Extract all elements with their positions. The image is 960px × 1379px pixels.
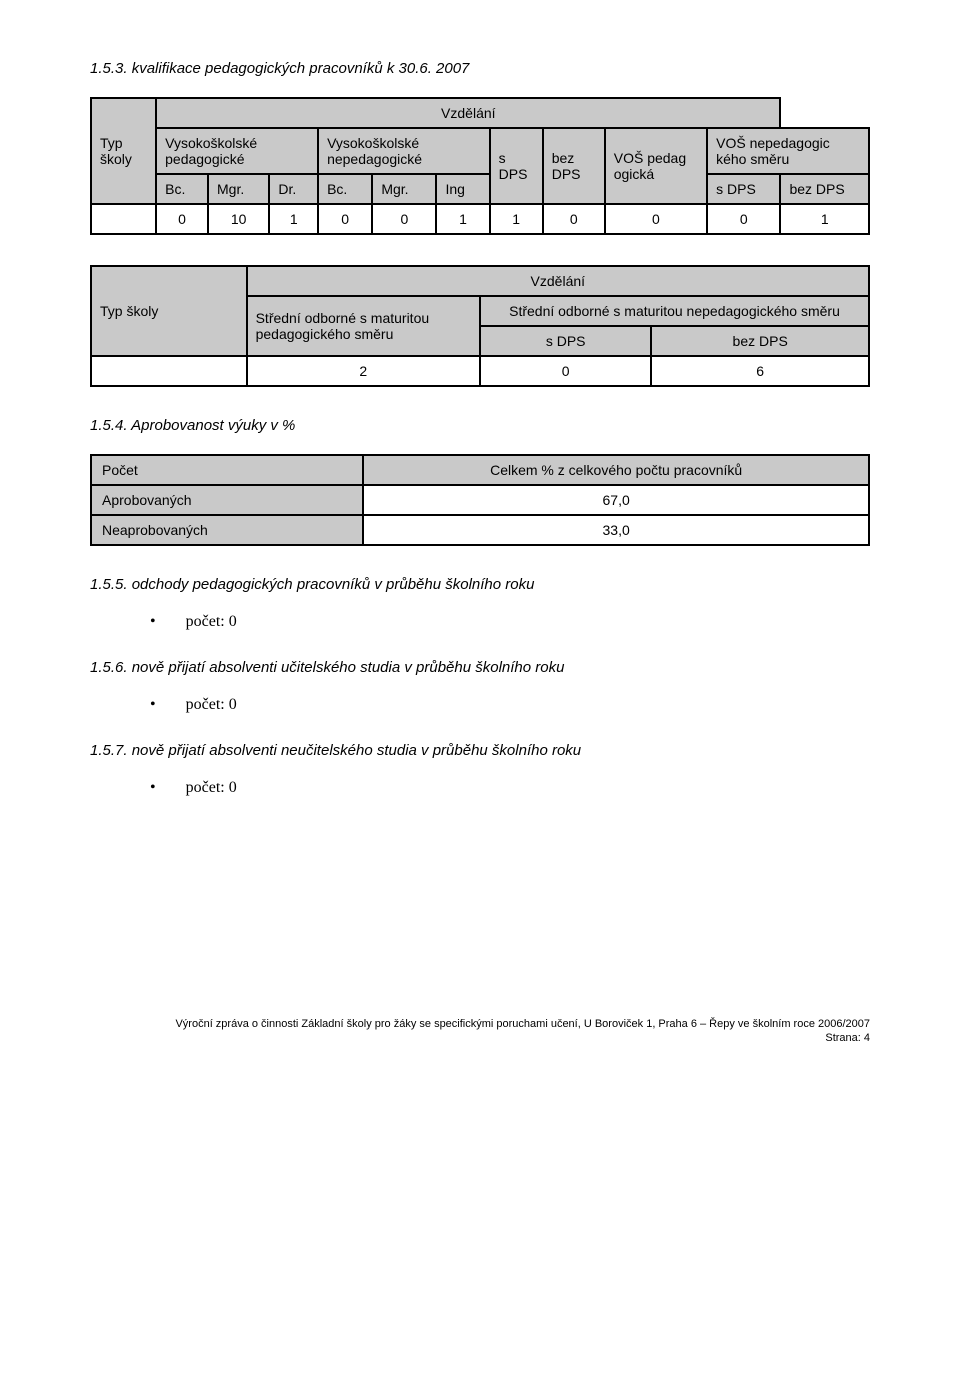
group-vys-ped: Vysokoškolské pedagogické xyxy=(156,128,318,174)
table-cell: 1 xyxy=(436,204,489,234)
table-cell: 33,0 xyxy=(363,515,869,545)
sub-bc-2: Bc. xyxy=(318,174,372,204)
sub-bc-1: Bc. xyxy=(156,174,208,204)
table-cell: 67,0 xyxy=(363,485,869,515)
qualification-table-1: Typ školy Vzdělání Vysokoškolské pedagog… xyxy=(90,97,870,235)
col-vos-neped: VOŠ nepedagogic kého směru xyxy=(707,128,869,174)
section-heading-154: 1.5.4. Aprobovanost výuky v % xyxy=(90,417,870,434)
sub-sdps: s DPS xyxy=(707,174,780,204)
col-pocet: Počet xyxy=(91,455,363,485)
sub-mgr-1: Mgr. xyxy=(208,174,269,204)
footer-line-1: Výroční zpráva o činnosti Základní školy… xyxy=(90,1017,870,1031)
col-s-dps: s DPS xyxy=(490,128,543,204)
col-celkem-pct: Celkem % z celkového počtu pracovníků xyxy=(363,455,869,485)
sub-ing-2: Ing xyxy=(436,174,489,204)
sub-sdps-2: s DPS xyxy=(480,326,651,356)
header-vzdelani: Vzdělání xyxy=(156,98,780,128)
sub-mgr-2: Mgr. xyxy=(372,174,436,204)
sub-bezdps: bez DPS xyxy=(780,174,869,204)
table-cell: 0 xyxy=(707,204,780,234)
row-neaprobovanych: Neaprobovaných xyxy=(91,515,363,545)
row-aprobovanych: Aprobovaných xyxy=(91,485,363,515)
header-vzdelani-2: Vzdělání xyxy=(247,266,869,296)
section-heading-156: 1.5.6. nově přijatí absolventi učitelské… xyxy=(90,659,870,676)
bullet-156: počet: 0 xyxy=(150,696,870,714)
table-cell: 1 xyxy=(490,204,543,234)
col-bez-dps: bez DPS xyxy=(543,128,605,204)
table-cell: 0 xyxy=(318,204,372,234)
table-cell: 0 xyxy=(156,204,208,234)
qualification-table-2: Typ školy Vzdělání Střední odborné s mat… xyxy=(90,265,870,387)
table-cell: 2 xyxy=(247,356,480,386)
bullet-157: počet: 0 xyxy=(150,779,870,797)
section-heading-153: 1.5.3. kvalifikace pedagogických pracovn… xyxy=(90,60,870,77)
table-cell: 0 xyxy=(480,356,651,386)
col-stredni-neped: Střední odborné s maturitou nepedagogick… xyxy=(480,296,869,326)
table-cell: 0 xyxy=(605,204,707,234)
page-footer: Výroční zpráva o činnosti Základní školy… xyxy=(90,1017,870,1046)
table-row-label xyxy=(91,356,247,386)
table-cell: 1 xyxy=(780,204,869,234)
table-cell: 6 xyxy=(651,356,869,386)
sub-dr-1: Dr. xyxy=(269,174,318,204)
section-heading-155: 1.5.5. odchody pedagogických pracovníků … xyxy=(90,576,870,593)
sub-bezdps-2: bez DPS xyxy=(651,326,869,356)
table-cell: 0 xyxy=(543,204,605,234)
col-typ-skoly: Typ školy xyxy=(91,98,156,204)
bullet-155: počet: 0 xyxy=(150,613,870,631)
section-heading-157: 1.5.7. nově přijatí absolventi neučitels… xyxy=(90,742,870,759)
col-vos-ped: VOŠ pedag ogická xyxy=(605,128,707,204)
col-stredni-ped: Střední odborné s maturitou pedagogickéh… xyxy=(247,296,480,356)
footer-line-2: Strana: 4 xyxy=(90,1031,870,1045)
col-typ-skoly-2: Typ školy xyxy=(91,266,247,356)
table-cell: 10 xyxy=(208,204,269,234)
aprobovanost-table: Počet Celkem % z celkového počtu pracovn… xyxy=(90,454,870,546)
table-row-label xyxy=(91,204,156,234)
group-vys-neped: Vysokoškolské nepedagogické xyxy=(318,128,490,174)
table-cell: 1 xyxy=(269,204,318,234)
table-cell: 0 xyxy=(372,204,436,234)
